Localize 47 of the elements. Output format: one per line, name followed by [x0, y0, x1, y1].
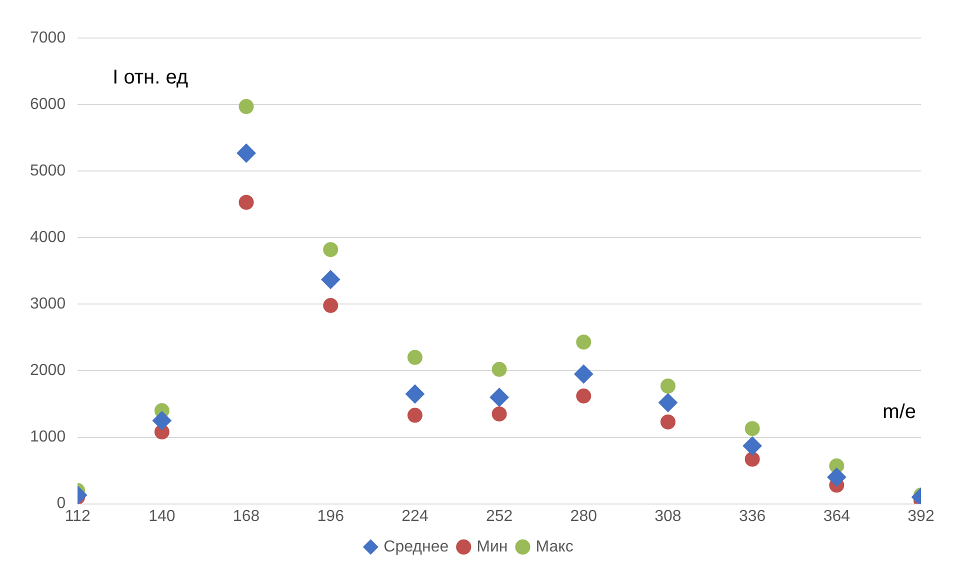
y-tick-label: 6000	[30, 96, 66, 113]
x-tick-label: 280	[570, 508, 598, 525]
x-axis-title: m/e	[882, 400, 916, 423]
x-tick-label: 364	[823, 508, 850, 525]
x-tick-label: 224	[402, 508, 428, 525]
x-tick-label: 196	[317, 508, 344, 525]
point	[492, 362, 507, 377]
point	[323, 298, 338, 314]
point	[744, 452, 760, 467]
point	[490, 388, 509, 407]
x-tick-label: 336	[738, 508, 766, 525]
x-tick-label: 392	[908, 508, 934, 525]
y-tick-label: 0	[56, 495, 66, 512]
x-tick-label: 308	[654, 508, 682, 525]
point	[323, 242, 338, 258]
point	[321, 270, 340, 290]
y-tick-label: 2000	[30, 362, 66, 380]
point	[238, 194, 254, 210]
point	[827, 468, 846, 487]
x-tick-label: 252	[486, 508, 513, 525]
point	[492, 406, 507, 422]
point	[238, 99, 254, 114]
point	[576, 334, 592, 350]
y-tick-label: 1000	[30, 428, 66, 446]
y-tick-label: 4000	[30, 229, 66, 246]
y-tick-label: 7000	[30, 29, 66, 46]
point	[407, 408, 422, 423]
legend-label: Макс	[536, 538, 574, 556]
point	[744, 421, 760, 436]
x-tick-label: 168	[232, 508, 260, 525]
y-tick-label: 3000	[30, 296, 66, 313]
point	[660, 414, 676, 430]
point	[658, 393, 678, 412]
legend-label: Среднее	[384, 538, 449, 556]
legend-label: Мин	[476, 538, 508, 556]
point	[407, 350, 422, 365]
point	[236, 144, 256, 163]
point	[660, 378, 676, 394]
y-tick-label: 5000	[30, 162, 66, 180]
x-tick-label: 140	[148, 508, 176, 525]
point	[742, 436, 762, 456]
y-axis-title: I отн. ед	[112, 66, 188, 89]
point	[574, 364, 594, 384]
x-tick-label: 112	[64, 508, 90, 525]
point	[152, 411, 172, 430]
point	[576, 388, 592, 404]
point	[405, 384, 424, 404]
